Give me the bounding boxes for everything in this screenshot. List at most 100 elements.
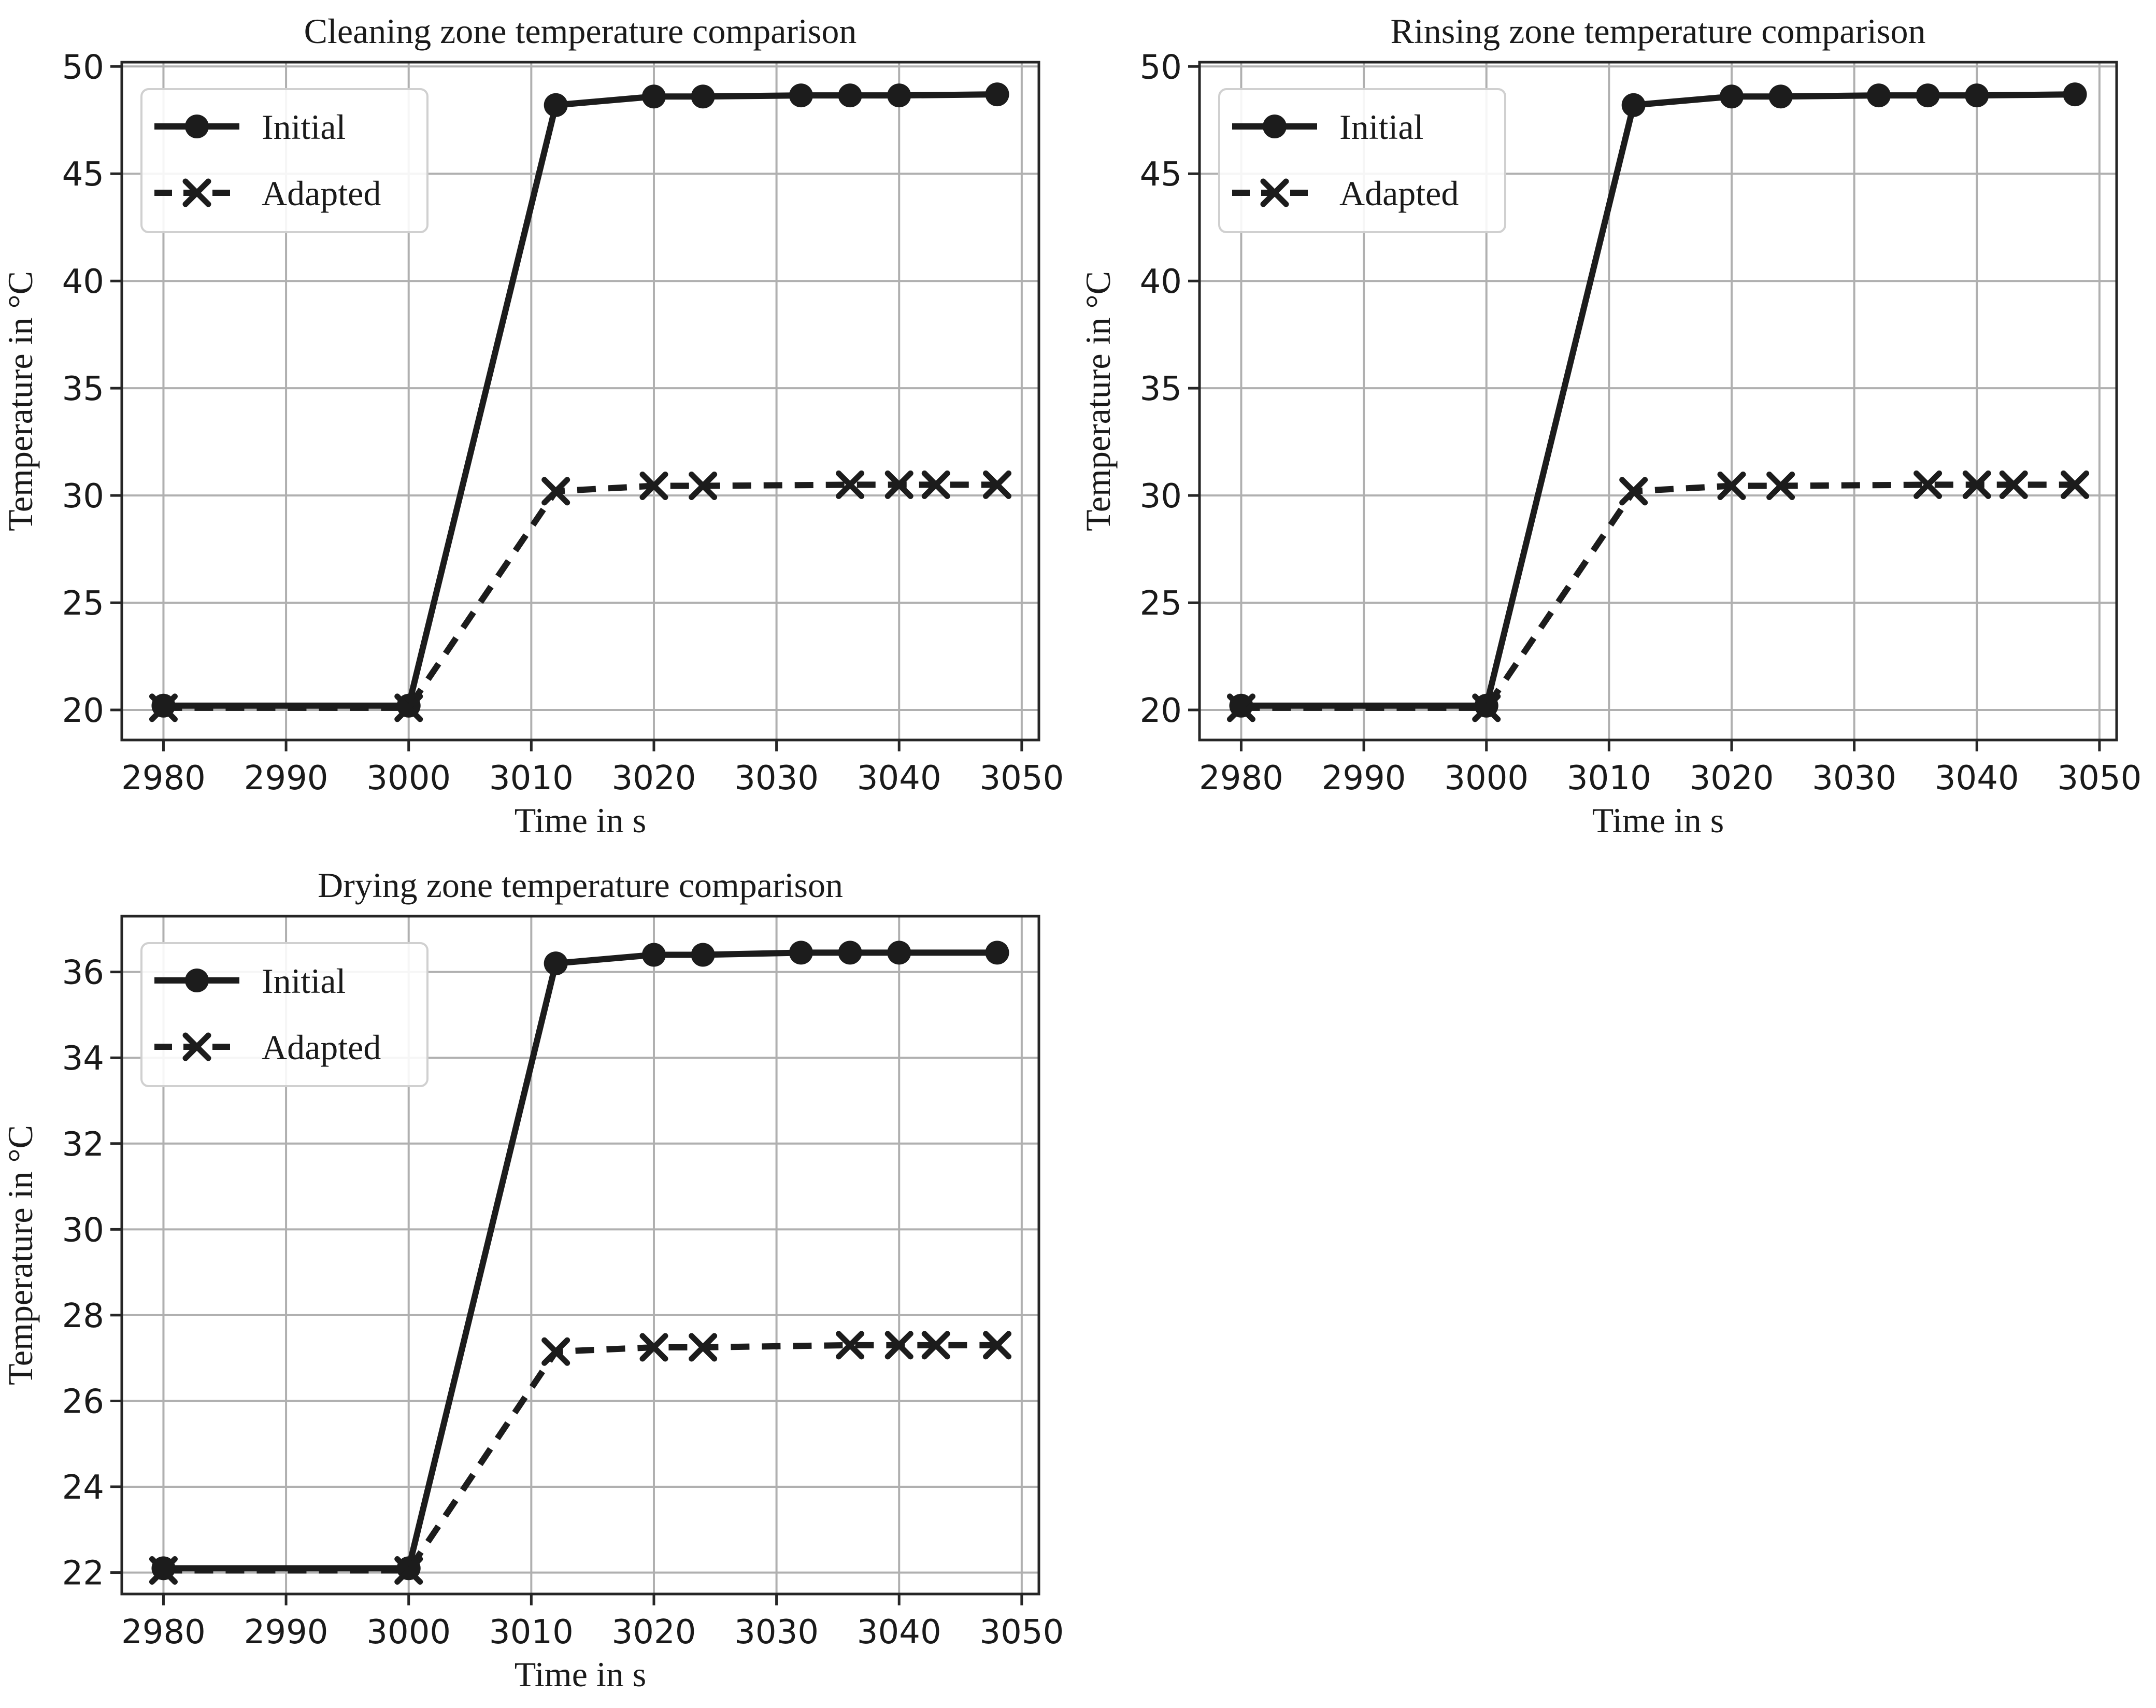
y-tick-label: 20 bbox=[62, 692, 104, 730]
series-initial-marker bbox=[1965, 83, 1989, 108]
y-tick-label: 25 bbox=[62, 585, 104, 623]
series-initial-marker bbox=[1916, 83, 1940, 108]
series-adapted-marker bbox=[394, 1556, 423, 1585]
x-tick-label: 3000 bbox=[1444, 759, 1529, 798]
x-tick-label: 3030 bbox=[1812, 759, 1896, 798]
series-initial-marker bbox=[985, 82, 1009, 107]
y-tick-label: 26 bbox=[62, 1383, 104, 1421]
series-initial-marker bbox=[1866, 83, 1891, 108]
series-adapted-marker bbox=[394, 693, 423, 722]
series-adapted-marker bbox=[983, 1331, 1012, 1360]
series-adapted-marker bbox=[541, 477, 570, 506]
series-initial-marker bbox=[887, 83, 911, 108]
cleaning-zone-chart: 2980 2990 3000 3010 3020 3030 3040 3050 20 25 30 35… bbox=[0, 0, 1078, 854]
series-adapted-marker bbox=[149, 1556, 178, 1585]
y-tick-label: 36 bbox=[62, 954, 104, 992]
series-adapted-marker bbox=[639, 1333, 668, 1362]
x-tick-label: 3010 bbox=[1567, 759, 1651, 798]
series-adapted bbox=[149, 1331, 1012, 1585]
legend: Initial Adapted bbox=[1218, 88, 1506, 233]
x-tick-label: 3040 bbox=[857, 1613, 941, 1652]
x-tick-label: 3020 bbox=[612, 1613, 696, 1652]
x-tick-label: 3040 bbox=[1935, 759, 2019, 798]
series-adapted-marker bbox=[639, 472, 668, 500]
y-tick-label: 25 bbox=[1140, 585, 1182, 623]
y-axis-label: Temperature in °C bbox=[1078, 271, 1118, 531]
series-initial-marker bbox=[544, 951, 568, 976]
axes-spines bbox=[120, 61, 1040, 742]
series-adapted bbox=[1226, 470, 2090, 722]
series-initial-marker bbox=[985, 941, 1009, 965]
legend-adapted-marker bbox=[1260, 178, 1289, 207]
legend-initial-label: Initial bbox=[1339, 107, 1423, 147]
x-tick-label: 2990 bbox=[1322, 759, 1406, 798]
series-adapted-marker bbox=[1717, 472, 1746, 500]
series-initial-marker bbox=[1768, 84, 1793, 109]
legend-initial-marker bbox=[185, 115, 209, 138]
y-tick-label: 30 bbox=[1140, 477, 1182, 516]
chart-title: Rinsing zone temperature comparison bbox=[1391, 11, 1926, 51]
empty-cell bbox=[1078, 854, 2155, 1708]
legend: Initial Adapted bbox=[140, 88, 429, 233]
legend-adapted-label: Adapted bbox=[1339, 174, 1459, 213]
axis-ticks: 2980 2990 3000 3010 3020 3030 3040 3050 20 25 30 35… bbox=[1140, 48, 2142, 798]
x-axis-label: Time in s bbox=[515, 801, 646, 840]
series-initial bbox=[151, 82, 1009, 718]
legend: Initial Adapted bbox=[140, 942, 429, 1087]
y-tick-label: 32 bbox=[62, 1126, 104, 1164]
x-tick-label: 3020 bbox=[1690, 759, 1774, 798]
series-adapted-marker bbox=[1766, 472, 1795, 500]
x-tick-label: 3030 bbox=[734, 759, 819, 798]
legend-adapted-label: Adapted bbox=[262, 1028, 381, 1067]
legend-adapted-label: Adapted bbox=[262, 174, 381, 213]
series-adapted-marker bbox=[836, 1331, 865, 1360]
series-adapted-marker bbox=[921, 470, 950, 499]
series-initial-marker bbox=[838, 941, 862, 965]
series-adapted-marker bbox=[1962, 470, 1991, 499]
y-tick-label: 28 bbox=[62, 1297, 104, 1335]
series-initial-marker bbox=[641, 84, 666, 109]
series-initial-marker bbox=[2063, 82, 2087, 107]
axis-ticks: 2980 2990 3000 3010 3020 3030 3040 3050 20 25 30 35… bbox=[62, 48, 1064, 798]
x-tick-label: 2980 bbox=[121, 1613, 206, 1652]
y-tick-label: 45 bbox=[1140, 155, 1182, 194]
axes-spines bbox=[1198, 61, 2118, 742]
drying-zone-chart: 2980 2990 3000 3010 3020 3030 3040 3050 22 24 26 28… bbox=[0, 854, 1078, 1708]
series-adapted-marker bbox=[921, 1331, 950, 1360]
series-adapted-marker bbox=[983, 470, 1012, 499]
x-tick-label: 3010 bbox=[489, 759, 574, 798]
series-initial-marker bbox=[789, 83, 813, 108]
y-tick-label: 30 bbox=[62, 1211, 104, 1249]
legend-initial-marker bbox=[185, 969, 209, 992]
series-adapted-marker bbox=[1619, 477, 1648, 506]
x-tick-label: 3050 bbox=[979, 1613, 1064, 1652]
y-tick-label: 22 bbox=[62, 1555, 104, 1593]
series-initial-marker bbox=[641, 943, 666, 967]
x-tick-label: 2990 bbox=[244, 759, 329, 798]
y-tick-label: 35 bbox=[1140, 370, 1182, 408]
x-axis-label: Time in s bbox=[1592, 801, 1724, 840]
x-tick-label: 2980 bbox=[1199, 759, 1283, 798]
series-adapted-marker bbox=[884, 470, 913, 499]
series-adapted-marker bbox=[1472, 693, 1501, 722]
legend-initial-marker bbox=[1263, 115, 1287, 138]
series-adapted bbox=[149, 470, 1012, 722]
x-tick-label: 3050 bbox=[2057, 759, 2141, 798]
axes-spines bbox=[120, 915, 1040, 1596]
y-tick-label: 50 bbox=[62, 48, 104, 87]
legend-initial-label: Initial bbox=[262, 961, 346, 1001]
x-tick-label: 3040 bbox=[857, 759, 941, 798]
legend-adapted-marker bbox=[182, 178, 211, 207]
x-tick-label: 3050 bbox=[979, 759, 1064, 798]
series-adapted-marker bbox=[2061, 470, 2090, 499]
series-initial-marker bbox=[691, 84, 715, 109]
chart-title: Cleaning zone temperature comparison bbox=[304, 11, 857, 51]
y-tick-label: 40 bbox=[1140, 263, 1182, 301]
x-tick-label: 3030 bbox=[734, 1613, 819, 1652]
series-adapted-marker bbox=[1999, 470, 2028, 499]
cleaning-zone-plot: 2980 2990 3000 3010 3020 3030 3040 3050 20 25 30 35… bbox=[1, 11, 1064, 840]
drying-zone-plot: 2980 2990 3000 3010 3020 3030 3040 3050 22 24 26 28… bbox=[1, 865, 1064, 1694]
x-tick-label: 3020 bbox=[612, 759, 696, 798]
y-axis-label: Temperature in °C bbox=[1, 271, 40, 531]
